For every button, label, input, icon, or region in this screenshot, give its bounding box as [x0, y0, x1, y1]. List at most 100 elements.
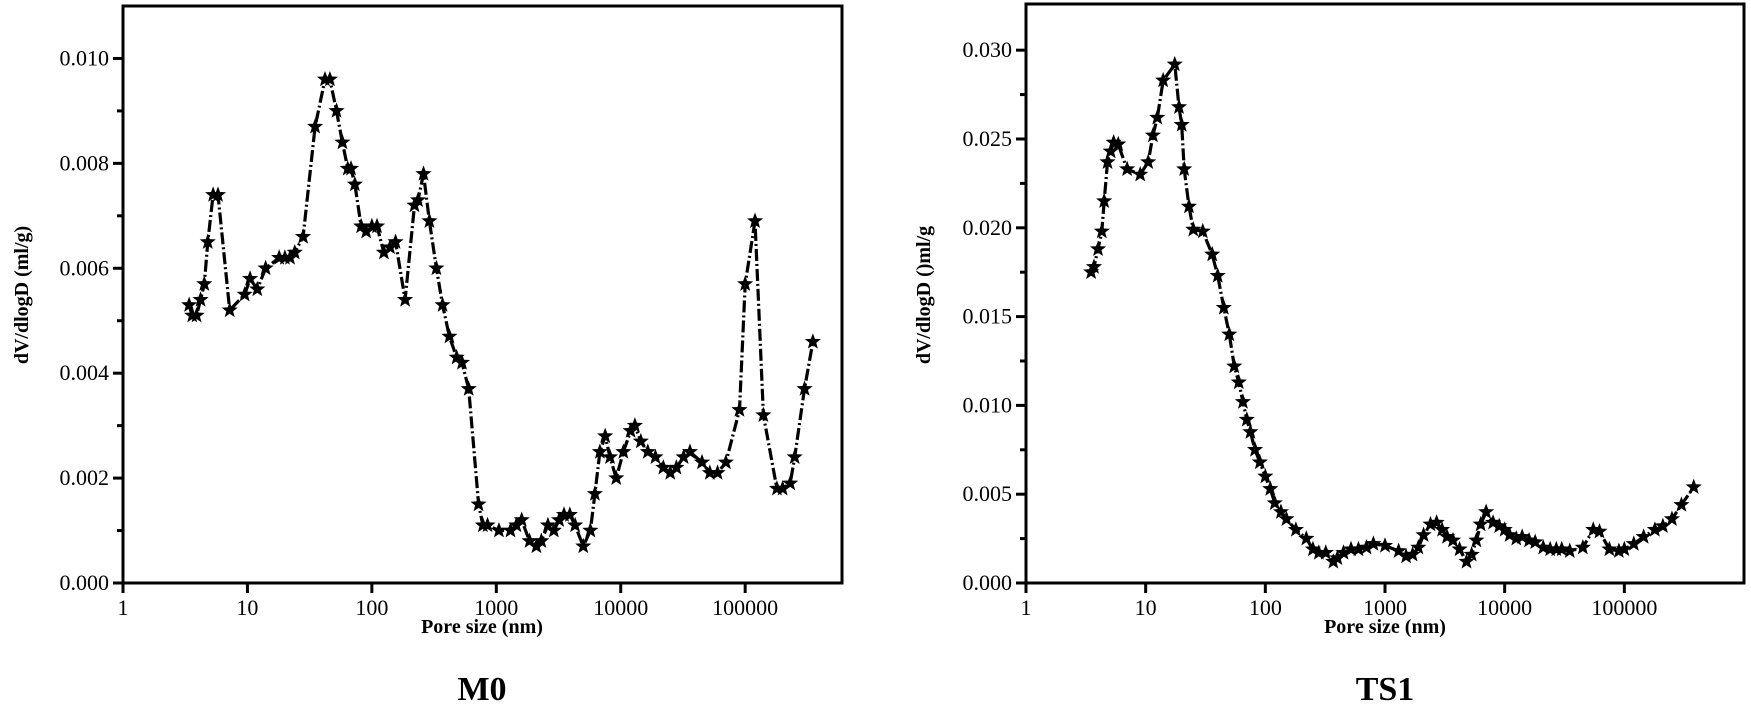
data-point-star — [1646, 521, 1663, 537]
data-point-star — [533, 532, 550, 548]
data-point-star — [597, 427, 614, 443]
x-tick-label: 1000 — [1363, 595, 1407, 620]
x-axis-label: Pore size (nm) — [421, 616, 543, 638]
data-point-star — [346, 175, 363, 192]
data-point-star — [1501, 526, 1518, 542]
y-tick-label: 0.000 — [60, 570, 110, 595]
data-point-star — [249, 280, 266, 297]
data-point-star — [1298, 530, 1315, 546]
data-point-star — [622, 422, 639, 438]
data-point-star — [1317, 544, 1334, 560]
data-point-star — [1272, 503, 1290, 519]
data-point-star — [1610, 542, 1627, 558]
data-point-star — [655, 459, 672, 475]
data-point-star — [539, 516, 557, 533]
x-tick-label: 10 — [1135, 595, 1157, 620]
data-point-star — [1155, 71, 1172, 88]
data-point-star — [693, 453, 711, 470]
data-point-star — [1444, 531, 1462, 548]
data-point-star — [774, 480, 791, 496]
x-tick-label: 100000 — [712, 595, 778, 620]
data-point-star — [1472, 515, 1489, 532]
data-point-star — [639, 443, 656, 459]
data-point-star — [1230, 373, 1247, 390]
chart-panel-ts1: dV/dlogD ()ml/g Pore size (nm) TS1 1 10 10… — [913, 2, 1746, 708]
data-point-star — [601, 448, 619, 464]
data-point-star — [1204, 245, 1221, 262]
data-point-star — [192, 291, 209, 307]
data-point-star — [1491, 517, 1508, 534]
data-point-star — [358, 223, 375, 239]
plot-frame — [121, 4, 844, 585]
data-point-star — [615, 443, 632, 459]
data-point-star — [796, 380, 813, 396]
data-point-star — [1527, 533, 1544, 550]
data-point-star — [434, 296, 451, 312]
data-point-star — [1514, 528, 1531, 544]
data-point-star — [353, 217, 370, 234]
data-point-star — [381, 238, 399, 255]
data-point-star — [1574, 538, 1591, 555]
data-point-star — [1478, 503, 1495, 519]
plot-frame — [1024, 2, 1746, 585]
data-point-star — [1166, 55, 1183, 72]
x-tick-label: 100000 — [1591, 595, 1657, 620]
data-point-star — [1685, 478, 1702, 494]
data-point-star — [582, 522, 599, 538]
y-tick-label: 0.008 — [60, 150, 110, 175]
data-point-star — [307, 118, 324, 134]
data-point-star — [1119, 160, 1136, 177]
data-point-star — [1591, 522, 1608, 539]
y-tick-label: 0.005 — [963, 481, 1013, 506]
y-tick-label: 0.002 — [60, 465, 110, 490]
data-point-star — [1335, 544, 1352, 560]
data-point-star — [675, 448, 692, 464]
data-point-star — [1468, 531, 1485, 548]
y-tick-label: 0.020 — [963, 215, 1013, 240]
data-point-star — [632, 432, 649, 449]
data-point-star — [1144, 126, 1162, 143]
data-point-star — [196, 275, 213, 291]
data-point-star — [1085, 258, 1103, 274]
y-tick-label: 0.030 — [963, 37, 1013, 62]
data-point-star — [294, 228, 312, 244]
data-point-star — [387, 233, 404, 249]
data-point-star — [1215, 299, 1232, 315]
data-point-star — [1438, 528, 1456, 544]
data-point-star — [1561, 542, 1578, 558]
data-point-star — [1194, 222, 1211, 239]
data-point-star — [1625, 535, 1642, 551]
data-point-star — [1310, 544, 1327, 560]
data-point-star — [1451, 540, 1468, 557]
data-point-star — [1096, 192, 1113, 209]
data-point-star — [1093, 222, 1110, 239]
data-point-star — [1242, 423, 1259, 439]
y-tick-label: 0.010 — [60, 45, 110, 70]
data-point-star — [1434, 521, 1451, 537]
data-point-star — [731, 401, 748, 417]
data-point-star — [1422, 515, 1439, 532]
data-point-star — [1278, 510, 1295, 526]
y-tick-label: 0.015 — [963, 304, 1013, 329]
data-point-star — [1234, 393, 1252, 409]
x-tick-label: 100 — [1249, 595, 1282, 620]
x-tick-label: 10 — [236, 595, 258, 620]
data-point-star — [1238, 411, 1255, 427]
data-point-star — [647, 448, 664, 464]
data-point-star — [1365, 535, 1382, 551]
data-point-star — [1287, 521, 1304, 537]
data-point-star — [521, 532, 538, 548]
data-point-star — [804, 333, 821, 349]
data-point-star — [545, 522, 562, 538]
x-tick-label: 100 — [355, 595, 388, 620]
data-point-star — [561, 506, 578, 522]
data-point-star — [681, 443, 699, 459]
data-point-star — [1226, 357, 1243, 374]
data-point-star — [668, 459, 685, 475]
data-point-star — [502, 522, 519, 538]
panel-title: TS1 — [1356, 671, 1415, 708]
data-point-star — [199, 233, 216, 249]
data-point-star — [188, 306, 205, 323]
x-tick-label: 10000 — [1477, 595, 1532, 620]
data-point-star — [1484, 514, 1502, 530]
